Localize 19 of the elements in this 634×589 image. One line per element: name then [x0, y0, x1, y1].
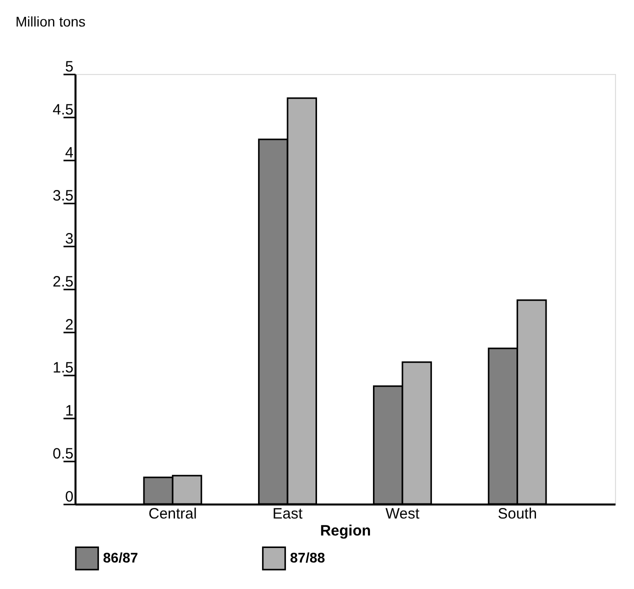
legend-label: 87/88 [290, 549, 326, 566]
y-tick-label: 4.5 [52, 102, 74, 118]
y-tick-label: 2 [65, 316, 74, 334]
y-tick-label: 0 [65, 488, 74, 506]
x-tick-label: East [272, 506, 304, 522]
y-axis-title: Million tons [16, 14, 86, 30]
y-tick-label: 2.5 [52, 274, 74, 290]
y-tick-label: 0.5 [52, 446, 74, 462]
x-axis-title: Region [320, 522, 371, 540]
y-tick-label: 4 [65, 144, 74, 162]
y-tick-label: 3 [65, 230, 74, 248]
x-tick-label: West [385, 506, 420, 522]
y-tick-label: 1 [65, 402, 74, 420]
y-tick-label: 1.5 [52, 360, 74, 376]
y-tick-label: 5 [65, 58, 74, 76]
x-tick-label: South [498, 506, 537, 522]
legend-label: 86/87 [103, 549, 138, 566]
y-tick-label: 3.5 [52, 188, 74, 204]
x-tick-label: Central [148, 506, 197, 522]
